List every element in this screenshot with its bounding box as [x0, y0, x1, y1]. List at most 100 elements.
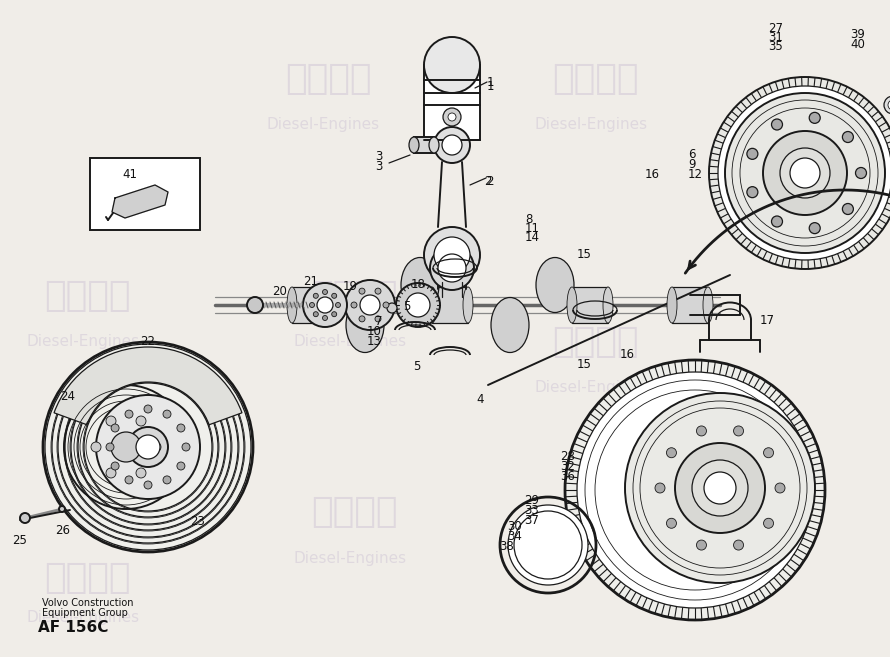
Text: Diesel-Engines: Diesel-Engines: [27, 334, 140, 349]
Circle shape: [424, 227, 480, 283]
Circle shape: [336, 302, 341, 307]
Text: Diesel-Engines: Diesel-Engines: [294, 551, 407, 566]
Circle shape: [655, 483, 665, 493]
Circle shape: [625, 393, 815, 583]
Circle shape: [91, 442, 101, 452]
Ellipse shape: [536, 258, 574, 313]
Circle shape: [843, 204, 854, 214]
Circle shape: [667, 518, 676, 528]
Bar: [432, 287, 468, 323]
Circle shape: [163, 410, 171, 418]
Bar: [292, 287, 328, 323]
Circle shape: [884, 96, 890, 114]
Circle shape: [667, 447, 676, 458]
Circle shape: [697, 540, 707, 550]
Circle shape: [718, 86, 890, 260]
Circle shape: [151, 442, 161, 452]
Text: 紫发动力: 紫发动力: [44, 561, 131, 595]
Text: 31: 31: [768, 31, 783, 44]
Wedge shape: [54, 347, 242, 425]
Circle shape: [434, 127, 470, 163]
Circle shape: [106, 416, 116, 426]
Circle shape: [136, 468, 146, 478]
Text: 紫发动力: 紫发动力: [552, 325, 638, 359]
Circle shape: [430, 246, 474, 290]
Circle shape: [313, 293, 319, 298]
Circle shape: [442, 135, 462, 155]
Text: 紫发动力: 紫发动力: [312, 495, 398, 530]
Circle shape: [322, 290, 328, 294]
Circle shape: [406, 293, 430, 317]
Text: 23: 23: [190, 515, 205, 528]
Text: Diesel-Engines: Diesel-Engines: [534, 380, 647, 395]
Text: 紫发动力: 紫发动力: [44, 279, 131, 313]
Circle shape: [144, 481, 152, 489]
Text: 1: 1: [487, 80, 495, 93]
Circle shape: [345, 280, 395, 330]
Circle shape: [747, 187, 758, 198]
Bar: [672, 287, 708, 323]
Circle shape: [577, 372, 813, 608]
Circle shape: [106, 468, 116, 478]
Text: 6: 6: [688, 148, 695, 161]
Circle shape: [448, 113, 456, 121]
Text: 33: 33: [524, 504, 538, 517]
Circle shape: [332, 311, 336, 317]
Text: Equipment Group: Equipment Group: [42, 608, 128, 618]
Text: 34: 34: [507, 530, 522, 543]
Text: 25: 25: [12, 534, 27, 547]
Text: 30: 30: [507, 520, 522, 533]
Ellipse shape: [463, 287, 473, 323]
Circle shape: [64, 385, 188, 509]
Text: 9: 9: [688, 158, 695, 171]
Circle shape: [443, 108, 461, 126]
Circle shape: [317, 297, 333, 313]
Circle shape: [692, 460, 748, 516]
Circle shape: [763, 131, 847, 215]
Circle shape: [351, 302, 357, 308]
Text: 32: 32: [560, 460, 575, 473]
Circle shape: [424, 37, 480, 93]
Circle shape: [508, 505, 588, 585]
Circle shape: [177, 424, 185, 432]
Circle shape: [310, 302, 314, 307]
Text: 38: 38: [499, 540, 514, 553]
Circle shape: [375, 288, 381, 294]
Text: 26: 26: [55, 524, 70, 537]
Bar: [424, 65, 480, 140]
Text: 41: 41: [123, 168, 137, 181]
Circle shape: [43, 342, 253, 552]
Circle shape: [375, 316, 381, 322]
Circle shape: [111, 424, 119, 432]
Circle shape: [128, 427, 168, 467]
Circle shape: [360, 295, 380, 315]
Ellipse shape: [567, 287, 577, 323]
Text: Diesel-Engines: Diesel-Engines: [294, 334, 407, 349]
Text: 13: 13: [368, 335, 382, 348]
Ellipse shape: [491, 298, 529, 353]
Text: 5: 5: [413, 360, 420, 373]
Circle shape: [313, 311, 319, 317]
Text: 3: 3: [375, 150, 383, 163]
Text: 20: 20: [272, 285, 287, 298]
Circle shape: [144, 405, 152, 413]
Text: 1: 1: [487, 76, 495, 89]
Circle shape: [111, 432, 141, 462]
Circle shape: [177, 462, 185, 470]
Circle shape: [111, 462, 119, 470]
Bar: [90, 158, 200, 230]
Text: 7: 7: [375, 315, 382, 328]
Ellipse shape: [703, 287, 713, 323]
Ellipse shape: [409, 137, 419, 153]
Circle shape: [733, 540, 743, 550]
Circle shape: [434, 237, 470, 273]
Circle shape: [775, 483, 785, 493]
Text: Diesel-Engines: Diesel-Engines: [27, 610, 140, 625]
Ellipse shape: [346, 298, 384, 353]
Circle shape: [855, 168, 867, 179]
Text: 2: 2: [486, 175, 493, 188]
Ellipse shape: [429, 137, 439, 153]
Text: 16: 16: [620, 348, 635, 361]
Text: 8: 8: [525, 213, 532, 226]
Ellipse shape: [401, 258, 439, 313]
